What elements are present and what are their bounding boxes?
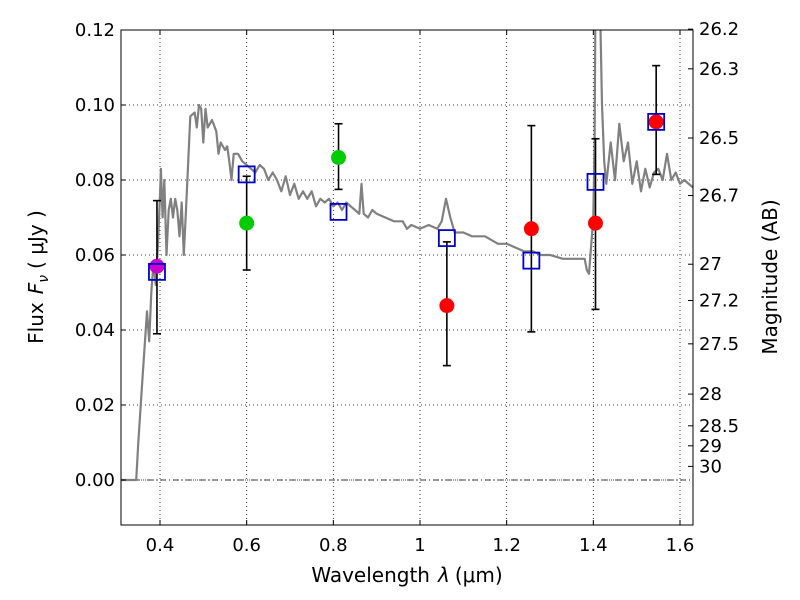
x-tick-label: 1.2 <box>492 535 521 556</box>
magnitude-tick-label: 27.2 <box>699 291 739 312</box>
y-axis-title: Flux Fν ( μJy ) <box>24 210 52 344</box>
y-tick-label: 0.12 <box>75 20 115 41</box>
y2-axis-title: Magnitude (AB) <box>758 199 782 354</box>
y-tick-label: 0.04 <box>75 320 115 341</box>
model-photometry-square <box>647 112 666 131</box>
y-tick-label: 0.02 <box>75 395 115 416</box>
magnitude-tick-label: 27 <box>699 254 722 275</box>
x-axis-symbol: λ <box>437 563 450 587</box>
observed-flux-point <box>648 114 664 130</box>
y-tick-label: 0.00 <box>75 470 115 491</box>
model-photometry-square <box>522 251 541 270</box>
y-tick-label: 0.06 <box>75 245 115 266</box>
x-tick-label: 1.4 <box>579 535 608 556</box>
model-photometry-square <box>586 172 605 191</box>
x-axis-unit: (μm) <box>455 563 503 587</box>
magnitude-tick-label: 26.7 <box>699 186 739 207</box>
y-axis-ticks: 0.00 0.02 0.04 0.06 0.08 0.10 0.12 <box>75 20 126 491</box>
observed-flux-point <box>331 150 347 165</box>
magnitude-tick-label: 28 <box>699 384 722 405</box>
y-tick-label: 0.10 <box>75 95 115 116</box>
magnitude-tick-label: 26.5 <box>699 128 739 149</box>
x-tick-label: 1 <box>414 535 425 556</box>
model-photometry-square <box>237 165 256 184</box>
y-axis-subscript: ν <box>36 275 52 283</box>
x-axis-ticks: 0.4 0.6 0.8 1 1.2 1.4 1.6 <box>146 30 695 556</box>
observed-flux-point <box>149 258 165 274</box>
magnitude-tick-label: 30 <box>699 456 722 477</box>
magnitude-tick-label: 28.5 <box>699 416 739 437</box>
observed-flux-point <box>523 221 539 237</box>
observed-flux-point <box>439 298 455 314</box>
magnitude-tick-label: 27.5 <box>699 334 739 355</box>
x-axis-title: Wavelength λ (μm) <box>311 563 502 587</box>
y-axis-unit: ( μJy ) <box>24 210 48 269</box>
x-tick-label: 0.8 <box>319 535 348 556</box>
model-photometry-square <box>329 202 348 221</box>
observed-flux-point <box>239 215 255 231</box>
y-tick-label: 0.08 <box>75 170 115 191</box>
x-axis-label: Wavelength <box>311 563 430 587</box>
plot-frame <box>120 29 694 526</box>
magnitude-tick-label: 26.2 <box>699 19 739 40</box>
magnitude-tick-label: 26.3 <box>699 59 739 80</box>
y-axis-symbol: F <box>24 282 48 294</box>
grid-lines <box>121 29 693 525</box>
observed-flux-point <box>588 215 603 231</box>
y-axis-label: Flux <box>24 302 48 344</box>
model-photometry-square <box>148 262 166 281</box>
magnitude-tick-label: 29 <box>699 436 722 457</box>
x-tick-label: 1.6 <box>666 535 695 556</box>
model-squares <box>148 112 666 281</box>
model-photometry-square <box>437 229 456 248</box>
observed-points <box>149 114 664 314</box>
x-tick-label: 0.6 <box>232 535 261 556</box>
x-tick-label: 0.4 <box>146 535 175 556</box>
